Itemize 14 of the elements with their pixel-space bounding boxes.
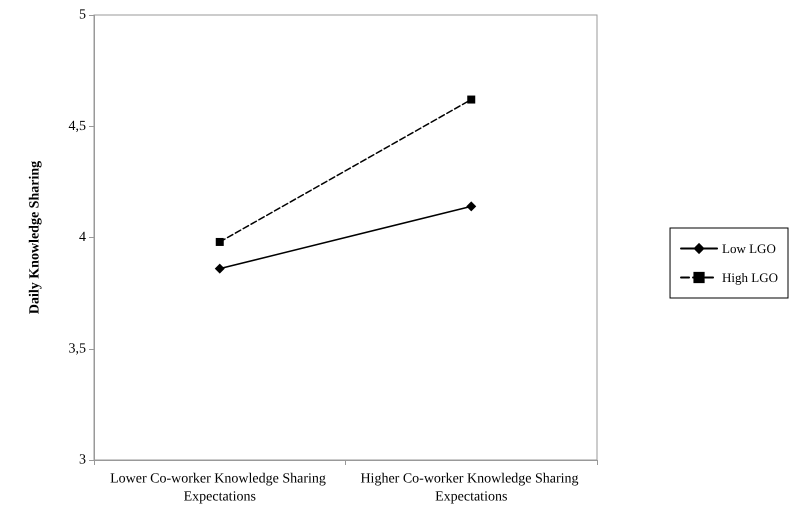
point: [466, 201, 476, 212]
y-tick-label: 4: [79, 230, 86, 245]
x-tick-label: Lower Co-worker Knowledge Sharing Expectations: [110, 472, 330, 504]
y-tick-label: 4,5: [68, 118, 86, 134]
y-tick-label: 5: [79, 8, 86, 22]
point: [214, 264, 225, 274]
point: [467, 96, 476, 104]
legend-label: Low LGO: [722, 241, 776, 256]
y-axis-title: Daily Knowledge Sharing: [28, 160, 42, 314]
y-tick-label: 3,5: [68, 341, 86, 356]
y-tick-label: 3: [79, 452, 86, 468]
x-tick-label: Higher Co-worker Knowledge Sharing Expectations: [360, 472, 582, 504]
legend-label: High LGO: [722, 270, 778, 285]
point: [216, 238, 224, 246]
